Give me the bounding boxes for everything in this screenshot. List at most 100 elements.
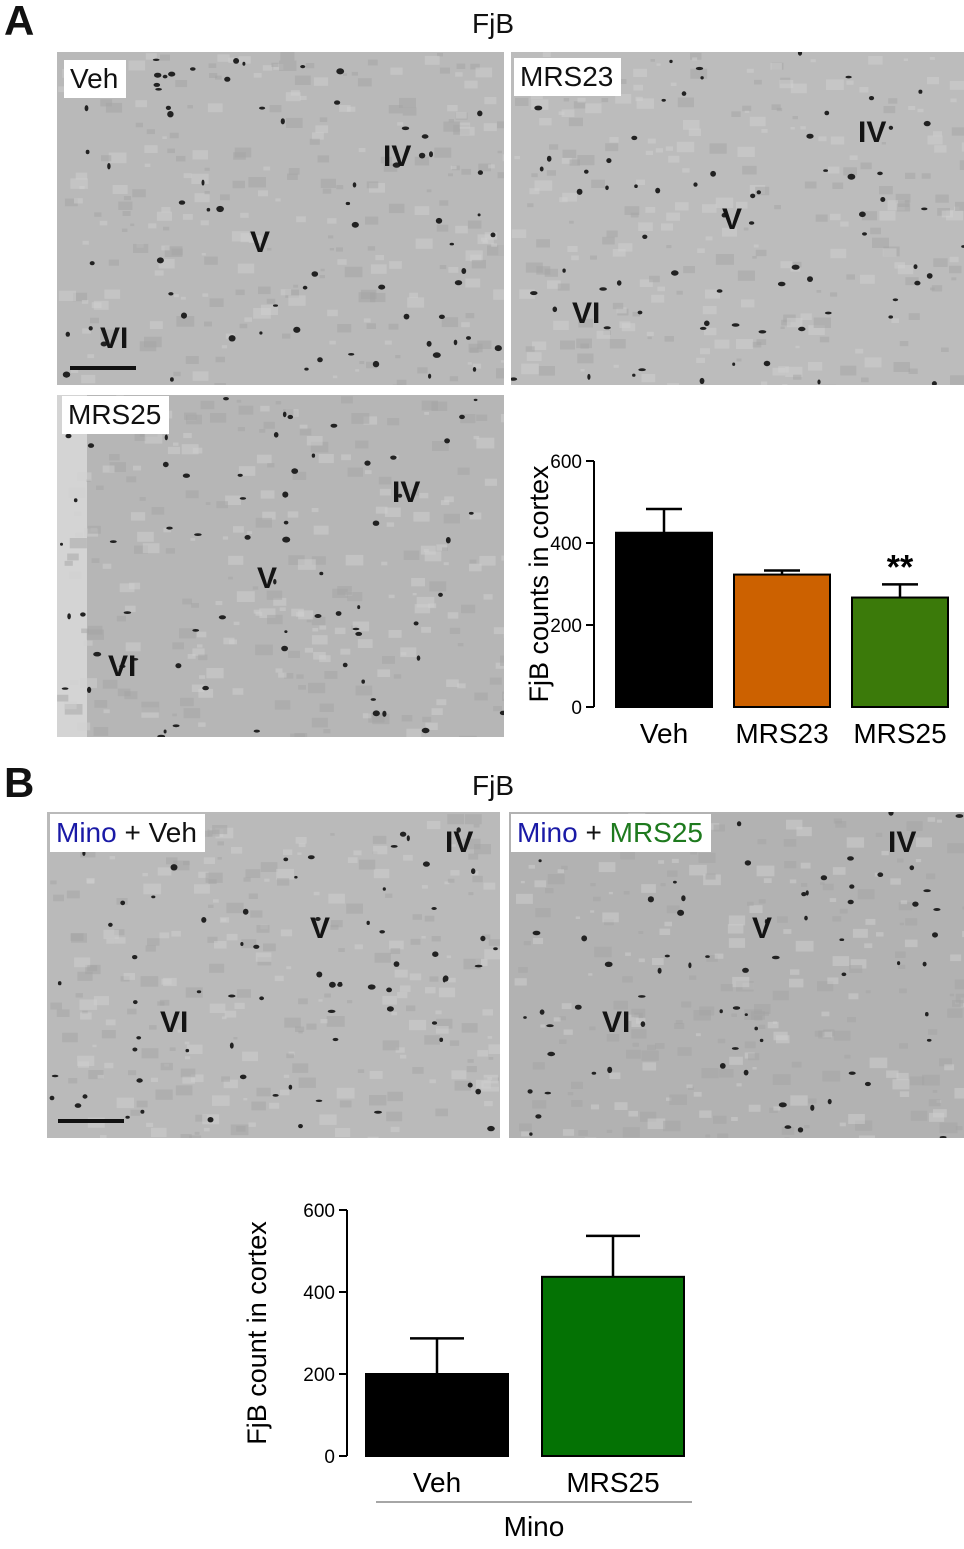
stained-cell (839, 938, 844, 941)
stained-cell (478, 170, 483, 175)
stained-cell (671, 270, 679, 275)
stained-cell (194, 533, 202, 536)
layer-label-v: V (257, 562, 277, 596)
stained-cell (219, 615, 226, 619)
stained-cell (240, 942, 243, 946)
x-tick-label: Veh (413, 1467, 461, 1498)
stained-cell (634, 184, 638, 188)
stained-cell (760, 1039, 764, 1042)
micrograph-mino-mrs25 (509, 812, 964, 1138)
stained-cell (383, 887, 386, 891)
stained-cell (648, 896, 654, 902)
layer-label-vi: VI (572, 297, 600, 331)
stained-cell (562, 269, 565, 273)
stained-cell (315, 614, 322, 618)
stained-cell (446, 537, 451, 543)
stained-cell (186, 1049, 190, 1052)
stained-cell (288, 415, 294, 419)
stained-cell (312, 454, 315, 458)
stained-cell (353, 628, 360, 631)
stained-cell (658, 968, 662, 974)
y-axis-label: FjB counts in cortex (524, 465, 554, 703)
stained-cell (417, 655, 421, 660)
group-label: Mino (504, 1511, 565, 1542)
stained-cell (849, 1072, 856, 1075)
stained-cell (62, 687, 69, 689)
label-mino: Mino (56, 817, 117, 848)
stained-cell (294, 876, 297, 879)
layer-label-v: V (752, 912, 772, 946)
x-tick-label: Veh (640, 718, 688, 749)
stained-cell (183, 474, 190, 478)
stained-cell (553, 307, 558, 313)
stained-cell (577, 189, 583, 195)
stained-cell (592, 1072, 597, 1075)
stained-cell (273, 1094, 279, 1097)
stained-cell (523, 1016, 527, 1019)
stained-cell (429, 151, 433, 157)
stained-cell (124, 611, 132, 614)
panel-a-title: FjB (472, 8, 514, 40)
stained-cell (439, 1038, 443, 1042)
stained-cell (165, 435, 168, 441)
stained-cell (151, 896, 155, 899)
stained-cell (202, 180, 205, 186)
y-tick-label: 0 (324, 1447, 335, 1468)
label-veh: Veh (149, 817, 197, 848)
stained-cell (473, 367, 476, 372)
stained-cell (154, 83, 161, 87)
stained-cell (923, 889, 931, 892)
stained-cell (355, 632, 362, 636)
layer-label-iv: IV (888, 826, 916, 860)
stained-cell (733, 1006, 740, 1009)
stained-cell (823, 169, 828, 172)
stained-cell (52, 1075, 59, 1077)
stained-cell (242, 62, 245, 66)
y-axis-label: FjB count in cortex (242, 1221, 272, 1445)
stained-cell (361, 680, 365, 684)
stained-cell (259, 996, 264, 1000)
stained-cell (378, 285, 385, 290)
stained-cell (539, 859, 542, 862)
tissue-texture (47, 812, 500, 1138)
stained-cell (414, 621, 419, 625)
stained-cell (732, 323, 740, 327)
stained-cell (474, 399, 478, 401)
stained-cell (60, 543, 63, 546)
stained-cell (166, 106, 171, 110)
micrograph-mino-veh (47, 812, 500, 1138)
stained-cell (422, 134, 429, 138)
stained-cell (720, 1009, 723, 1013)
stained-cell (807, 276, 813, 282)
micrograph-label-mino-veh: Mino + Veh (50, 814, 205, 852)
stained-cell (216, 206, 224, 212)
stained-cell (431, 907, 436, 910)
stained-cell (824, 111, 829, 116)
stained-cell (478, 213, 481, 216)
stained-cell (391, 845, 398, 848)
stained-cell (700, 327, 707, 330)
stained-cell (293, 327, 300, 333)
stained-cell (682, 91, 687, 96)
stained-cell (88, 443, 94, 448)
stained-cell (284, 630, 287, 633)
stained-cell (956, 814, 964, 818)
stained-cell (669, 60, 672, 63)
stained-cell (259, 331, 262, 334)
stained-cell (300, 65, 305, 68)
label-mino: Mino (517, 817, 578, 848)
stained-cell (893, 298, 898, 301)
stained-cell (153, 59, 160, 61)
stained-cell (842, 973, 847, 977)
layer-label-vi: VI (602, 1006, 630, 1040)
stained-cell (108, 923, 113, 927)
stained-cell (877, 872, 883, 877)
stained-cell (400, 832, 406, 837)
stained-cell (924, 121, 931, 126)
micrograph-label-veh: Veh (64, 60, 126, 98)
stained-cell (346, 202, 350, 205)
stained-cell (737, 821, 741, 826)
stained-cell (632, 374, 635, 377)
